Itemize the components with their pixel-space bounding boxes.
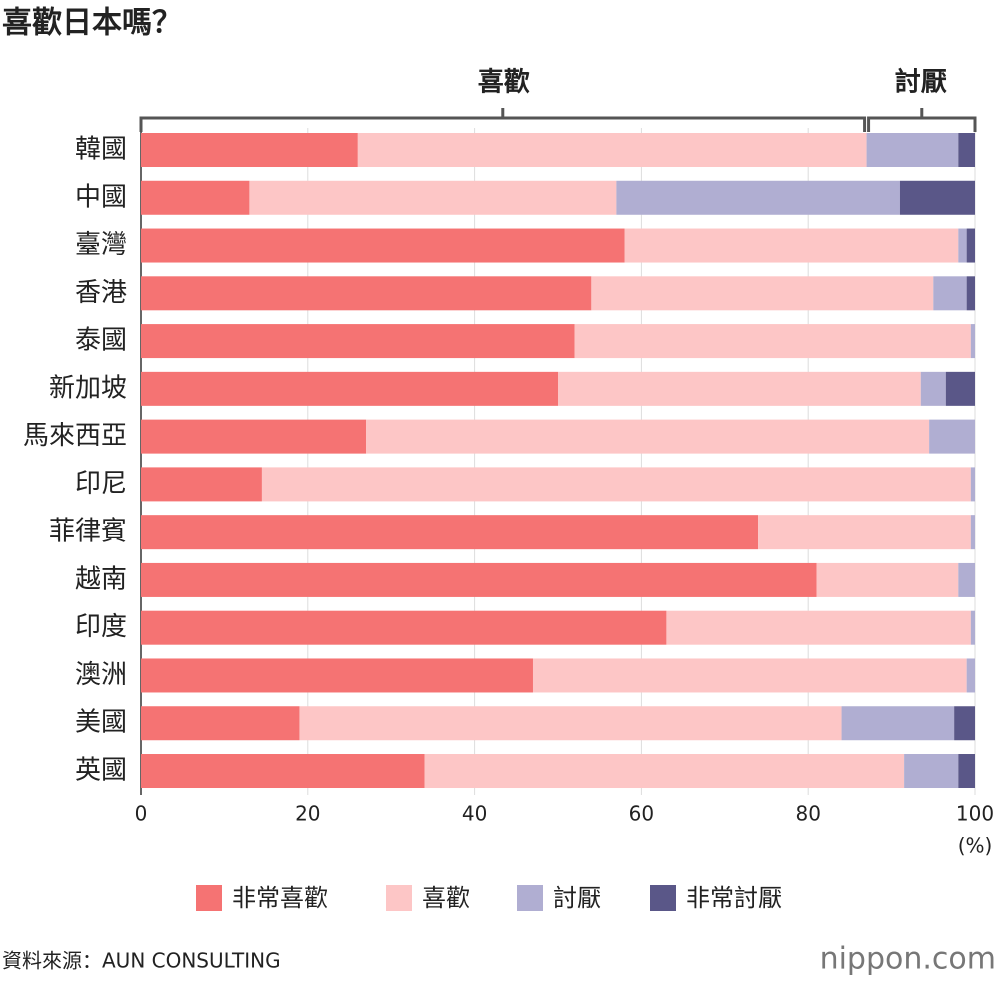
y-tick-label: 韓國 — [75, 135, 127, 165]
bar-segment — [958, 562, 975, 597]
bar-segment — [249, 180, 617, 215]
x-tick-label: 40 — [462, 802, 487, 826]
bar-segment — [141, 754, 425, 789]
chart-title: 喜歡日本嗎？ — [2, 6, 182, 41]
bar-segment — [141, 133, 358, 167]
bar-segment — [357, 133, 867, 167]
bar-segment — [958, 754, 975, 789]
bar-segment — [966, 276, 975, 311]
legend-label: 非常討厭 — [686, 884, 782, 912]
bar-segment — [966, 228, 975, 263]
bar-segment — [424, 754, 905, 789]
bar-segment — [141, 706, 300, 741]
bar-segment — [591, 276, 934, 311]
bar-segment — [929, 419, 975, 454]
y-tick-label: 臺灣 — [75, 230, 127, 260]
y-tick-label: 中國 — [75, 182, 127, 212]
bar-segment — [624, 228, 959, 263]
y-tick-label: 馬來西亞 — [23, 421, 127, 451]
y-tick-label: 菲律賓 — [49, 517, 127, 547]
bar-segment — [141, 515, 759, 550]
legend-swatch — [196, 885, 222, 911]
bar-segment — [141, 658, 533, 693]
bracket — [139, 116, 867, 132]
bar-segment — [816, 562, 959, 597]
bar-segment — [299, 706, 842, 741]
x-tick-label: 100 — [956, 802, 994, 826]
y-tick-label: 泰國 — [75, 326, 127, 356]
bar-segment — [141, 562, 817, 597]
y-tick-label: 澳洲 — [75, 660, 127, 690]
bar-segment — [954, 706, 975, 741]
bracket — [867, 116, 977, 132]
annotation: 喜歡 — [478, 68, 530, 98]
bar-segment — [899, 180, 975, 215]
bar-segment — [970, 515, 975, 550]
bar-segment — [574, 324, 971, 359]
bar-segment — [141, 324, 575, 359]
bar-segment — [841, 706, 955, 741]
bar-segment — [141, 610, 667, 645]
bar-segment — [933, 276, 967, 311]
y-tick-label: 英國 — [75, 756, 127, 786]
x-tick-label: 80 — [795, 802, 820, 826]
bar-segment — [261, 467, 971, 502]
bar-segment — [970, 610, 975, 645]
bar-segment — [616, 180, 900, 215]
legend-label: 討厭 — [553, 884, 601, 912]
y-tick-label: 香港 — [75, 278, 127, 308]
bar-segment — [904, 754, 959, 789]
bar-segment — [758, 515, 971, 550]
bar-segment — [558, 371, 921, 406]
bar-segment — [945, 371, 975, 406]
legend-swatch — [517, 885, 543, 911]
legend-label: 喜歡 — [422, 884, 470, 912]
bar-segment — [141, 180, 250, 215]
bar-segment — [866, 133, 959, 167]
bar-segment — [141, 276, 592, 311]
bar-segment — [666, 610, 971, 645]
legend-swatch — [650, 885, 676, 911]
bar-segment — [970, 324, 975, 359]
y-tick-label: 越南 — [75, 564, 127, 594]
logo: nippon.com — [820, 942, 996, 977]
x-tick-label: 20 — [295, 802, 320, 826]
y-tick-label: 美國 — [75, 708, 127, 738]
bar-segment — [366, 419, 930, 454]
annotation: 討厭 — [895, 67, 947, 98]
bar-segment — [532, 658, 967, 693]
x-axis-label: (%) — [958, 834, 993, 858]
bar-segment — [958, 133, 975, 167]
legend-swatch — [386, 885, 412, 911]
y-tick-label: 新加坡 — [49, 373, 127, 403]
bar-segment — [958, 228, 967, 263]
bar-segment — [141, 419, 367, 454]
x-tick-label: 60 — [629, 802, 654, 826]
bar-segment — [141, 467, 262, 502]
y-tick-label: 印尼 — [75, 469, 127, 499]
bar-segment — [141, 228, 625, 263]
bar-segment — [966, 658, 975, 693]
bar-segment — [970, 467, 975, 502]
y-tick-label: 印度 — [75, 612, 127, 642]
bar-segment — [920, 371, 946, 406]
x-tick-label: 0 — [135, 802, 148, 826]
bar-segment — [141, 371, 558, 406]
source: 資料來源：AUN CONSULTING — [2, 949, 281, 973]
legend-label: 非常喜歡 — [232, 884, 328, 912]
